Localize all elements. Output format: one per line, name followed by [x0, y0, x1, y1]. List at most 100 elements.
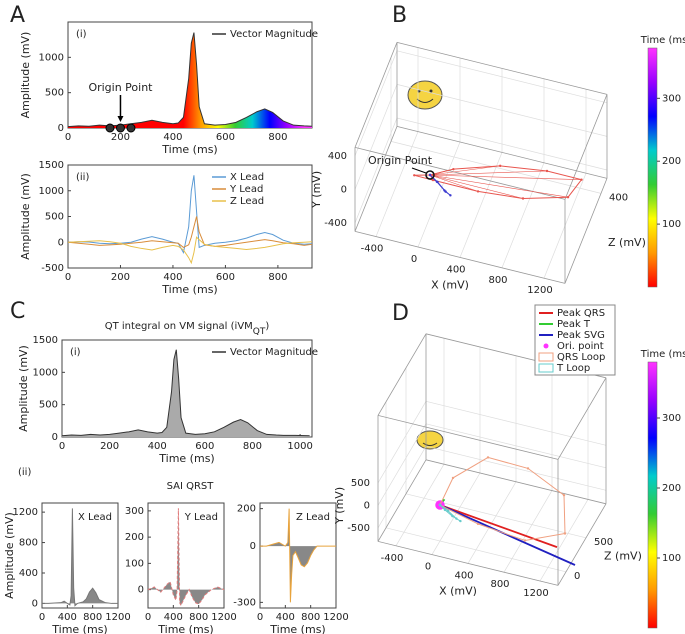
y-axis-label: Amplitude (mV): [3, 512, 16, 599]
plot-frame: [67, 164, 313, 269]
mouth: [422, 442, 438, 446]
y-tick-label: 0: [32, 598, 38, 609]
x-tick-label: 1000: [287, 441, 312, 452]
grid-line: [396, 50, 608, 104]
z-tick-label: 500: [594, 537, 613, 548]
y-tick-label: 1000: [39, 186, 64, 197]
box-edge: [425, 459, 607, 505]
x-axis-label: Time (ms): [51, 623, 107, 634]
y-tick-label: 200: [125, 532, 144, 543]
y-tick-label: 1200: [13, 507, 38, 518]
y-tick-label: 500: [45, 212, 64, 223]
grid-line: [385, 527, 567, 573]
spoke: [429, 165, 501, 176]
area: [260, 508, 336, 603]
vector-line: [439, 504, 558, 548]
x-tick-label: 800: [490, 579, 509, 590]
grid-line: [354, 84, 398, 190]
title-part: ): [265, 321, 269, 332]
grid-line: [425, 445, 607, 491]
panel-label: A: [10, 3, 25, 28]
loop-point: [523, 539, 527, 542]
box-edge: [377, 541, 559, 586]
x-tick-label: 400: [454, 570, 473, 581]
y-tick-label: 1500: [33, 335, 58, 346]
y-axis-label: Y (mV): [310, 171, 323, 209]
legend-swatch: [538, 363, 554, 373]
spoke: [429, 174, 479, 192]
loop-point: [413, 174, 416, 177]
x-tick-label: 400: [276, 612, 295, 623]
grid-line: [396, 117, 608, 171]
grid-line: [354, 50, 398, 156]
loop-point: [476, 190, 480, 193]
grid-line: [405, 493, 587, 539]
line: [61, 349, 310, 437]
x-tick-label: 0: [65, 272, 71, 283]
legend-label: Ori. point: [557, 341, 604, 352]
y-tick-label: 0: [58, 237, 64, 248]
y-tick-label: 300: [125, 506, 144, 517]
arrow-head: [117, 116, 124, 122]
x-axis-label: Time (ms): [269, 623, 325, 634]
x-tick-label: 800: [243, 441, 262, 452]
line: [260, 508, 336, 603]
colorbar-tick-label: 200: [662, 156, 681, 167]
x-tick-label: 600: [195, 441, 214, 452]
annotation: Origin Point: [88, 81, 153, 94]
panel-subtitle: (i): [70, 347, 81, 358]
panel-subtitle: (ii): [76, 172, 89, 183]
y-tick-label: 1000: [33, 367, 58, 378]
eye: [429, 89, 433, 93]
grid-line: [377, 446, 427, 529]
chart-title: X Lead: [78, 512, 112, 523]
x-tick-label: 0: [411, 254, 417, 265]
x-tick-label: 800: [488, 275, 507, 286]
y-axis-label: Amplitude (mV): [19, 32, 32, 119]
loop-point: [459, 519, 462, 523]
line: [67, 216, 313, 248]
y-tick-label: 0: [138, 585, 144, 596]
x-tick-label: 800: [268, 132, 287, 143]
y-axis-label: Amplitude (mV): [19, 173, 32, 260]
y-tick-label: 0: [52, 432, 58, 443]
vector-line: [439, 504, 576, 566]
x-axis-label: X (mV): [431, 278, 469, 291]
grid-line: [354, 117, 398, 224]
loop-point: [486, 456, 490, 459]
annotation: Origin Point: [368, 154, 433, 167]
colorbar-title: Time (ms): [640, 349, 685, 360]
legend-label: Y Lead: [229, 184, 263, 195]
point: [425, 170, 435, 180]
loop-point: [451, 476, 455, 480]
legend-label: Z Lead: [230, 196, 264, 207]
spoke: [429, 174, 569, 198]
x-tick-label: 200: [111, 272, 130, 283]
y-tick-label: -500: [347, 523, 370, 534]
x-tick-label: 400: [58, 612, 77, 623]
legend-label: QRS Loop: [557, 352, 605, 363]
loop-point: [476, 522, 480, 526]
box-edge: [377, 459, 427, 542]
box-edge: [377, 333, 427, 416]
loop-point: [431, 178, 435, 182]
x-tick-label: -400: [381, 553, 404, 564]
y-tick-label: -500: [41, 263, 64, 274]
grid-line: [390, 141, 602, 194]
legend-label: Peak T: [557, 319, 591, 330]
x-tick-label: 200: [111, 132, 130, 143]
loop-point: [446, 509, 450, 512]
spoke: [429, 174, 582, 180]
legend-swatch: [543, 343, 549, 349]
grid-line: [377, 423, 427, 506]
loop-point: [526, 467, 530, 470]
x-tick-label: 800: [268, 272, 287, 283]
title-part: QT: [253, 327, 266, 337]
loop-point: [452, 167, 455, 171]
box-edge: [564, 94, 608, 200]
origin-point: [126, 123, 136, 133]
annotation-arrow: [411, 167, 427, 174]
loop-point: [436, 180, 439, 184]
colorbar: [647, 47, 658, 288]
